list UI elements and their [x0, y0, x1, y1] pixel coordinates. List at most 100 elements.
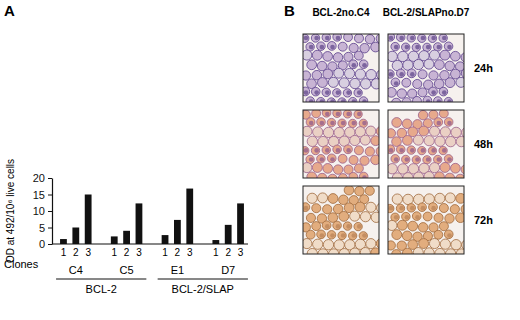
- cell-nucleus: [426, 157, 431, 162]
- clone-label: C4: [69, 264, 83, 276]
- cell-nucleus: [352, 121, 357, 126]
- cell-nucleus: [410, 206, 415, 211]
- cell: [365, 147, 374, 156]
- cell: [428, 34, 436, 42]
- row-label: 24h: [474, 62, 493, 74]
- micrograph-frame: [388, 34, 464, 102]
- bar: [136, 203, 143, 244]
- x-axis-title: Clones: [4, 258, 39, 270]
- cell: [418, 70, 427, 79]
- cell: [439, 87, 448, 96]
- cell: [333, 89, 341, 97]
- cell-nucleus: [389, 36, 394, 41]
- cell: [456, 77, 464, 87]
- cell: [439, 204, 448, 213]
- cell: [412, 156, 420, 164]
- y-tick: 20: [33, 172, 52, 184]
- bar: [237, 203, 244, 244]
- cell: [348, 119, 356, 127]
- cell: [339, 78, 349, 88]
- micrograph-frame: [303, 34, 379, 102]
- cell: [445, 61, 455, 71]
- micrograph-background: [388, 186, 464, 254]
- cell: [366, 126, 376, 136]
- cell-nucleus: [362, 233, 367, 238]
- cell: [456, 249, 464, 254]
- cell: [323, 69, 333, 79]
- cell-nucleus: [415, 157, 420, 162]
- cell-nucleus: [437, 157, 442, 162]
- y-tick: 5: [39, 222, 52, 234]
- micrograph-frame: [303, 186, 379, 254]
- y-tick-label: 15: [33, 189, 45, 201]
- cell: [303, 203, 310, 212]
- cell-nucleus: [352, 233, 357, 238]
- cell-nucleus: [304, 206, 309, 211]
- cell: [359, 97, 368, 102]
- cell-nucleus: [346, 90, 351, 95]
- cell: [402, 231, 412, 241]
- y-tick-mark: [48, 211, 52, 212]
- micrograph-background: [388, 110, 464, 178]
- cell: [307, 248, 317, 254]
- clone-label: C5: [120, 264, 134, 276]
- micrograph: [388, 34, 464, 102]
- cell-nucleus: [346, 148, 351, 153]
- figure: A05101520OD at 492/10⁶ live cells1231231…: [0, 0, 520, 320]
- cell: [388, 51, 397, 61]
- cell: [456, 174, 464, 178]
- cell-nucleus: [431, 206, 436, 211]
- cell: [424, 172, 434, 178]
- cell: [360, 79, 370, 89]
- cell-nucleus: [405, 157, 410, 162]
- x-tick-label: 2: [73, 247, 79, 258]
- cell-nucleus: [336, 112, 341, 117]
- cell: [429, 238, 439, 248]
- cell-nucleus: [314, 148, 319, 153]
- cell-nucleus: [399, 72, 404, 77]
- cell: [349, 97, 357, 102]
- micrograph: [388, 110, 464, 178]
- cell: [306, 213, 315, 222]
- cell: [317, 118, 326, 127]
- cell-nucleus: [352, 63, 357, 68]
- cell-nucleus: [346, 224, 351, 229]
- micrograph-background: [303, 34, 379, 102]
- cell: [429, 163, 439, 173]
- cell: [402, 98, 411, 102]
- bar: [174, 220, 181, 244]
- cell-nucleus: [442, 36, 447, 41]
- cell: [423, 156, 431, 164]
- cell: [333, 221, 342, 230]
- cell-nucleus: [389, 206, 394, 211]
- cell-nucleus: [389, 148, 394, 153]
- cell: [366, 69, 376, 79]
- x-tick-label: 1: [111, 247, 117, 258]
- cell: [333, 165, 342, 174]
- cell: [350, 211, 360, 221]
- cell: [323, 240, 333, 250]
- cell-nucleus: [330, 45, 335, 50]
- cell: [366, 239, 376, 249]
- cell: [396, 69, 405, 78]
- x-tick-label: 1: [61, 247, 67, 258]
- cell: [445, 193, 455, 203]
- cell: [429, 126, 439, 136]
- cell: [413, 79, 422, 88]
- cell: [328, 194, 338, 204]
- cell-nucleus: [447, 121, 452, 126]
- cell: [413, 135, 423, 145]
- cell-nucleus: [410, 148, 415, 153]
- cell: [371, 212, 379, 222]
- y-tick-mark: [48, 195, 52, 196]
- cell: [360, 135, 370, 145]
- y-tick-label: 20: [33, 172, 45, 184]
- cell: [388, 241, 395, 250]
- clone-label: D7: [221, 264, 235, 276]
- cell: [402, 155, 410, 163]
- cell-nucleus: [437, 45, 442, 50]
- cell-nucleus: [314, 36, 319, 41]
- x-tick-label: 3: [136, 247, 142, 258]
- clone-label: E1: [171, 264, 184, 276]
- cell: [439, 34, 447, 42]
